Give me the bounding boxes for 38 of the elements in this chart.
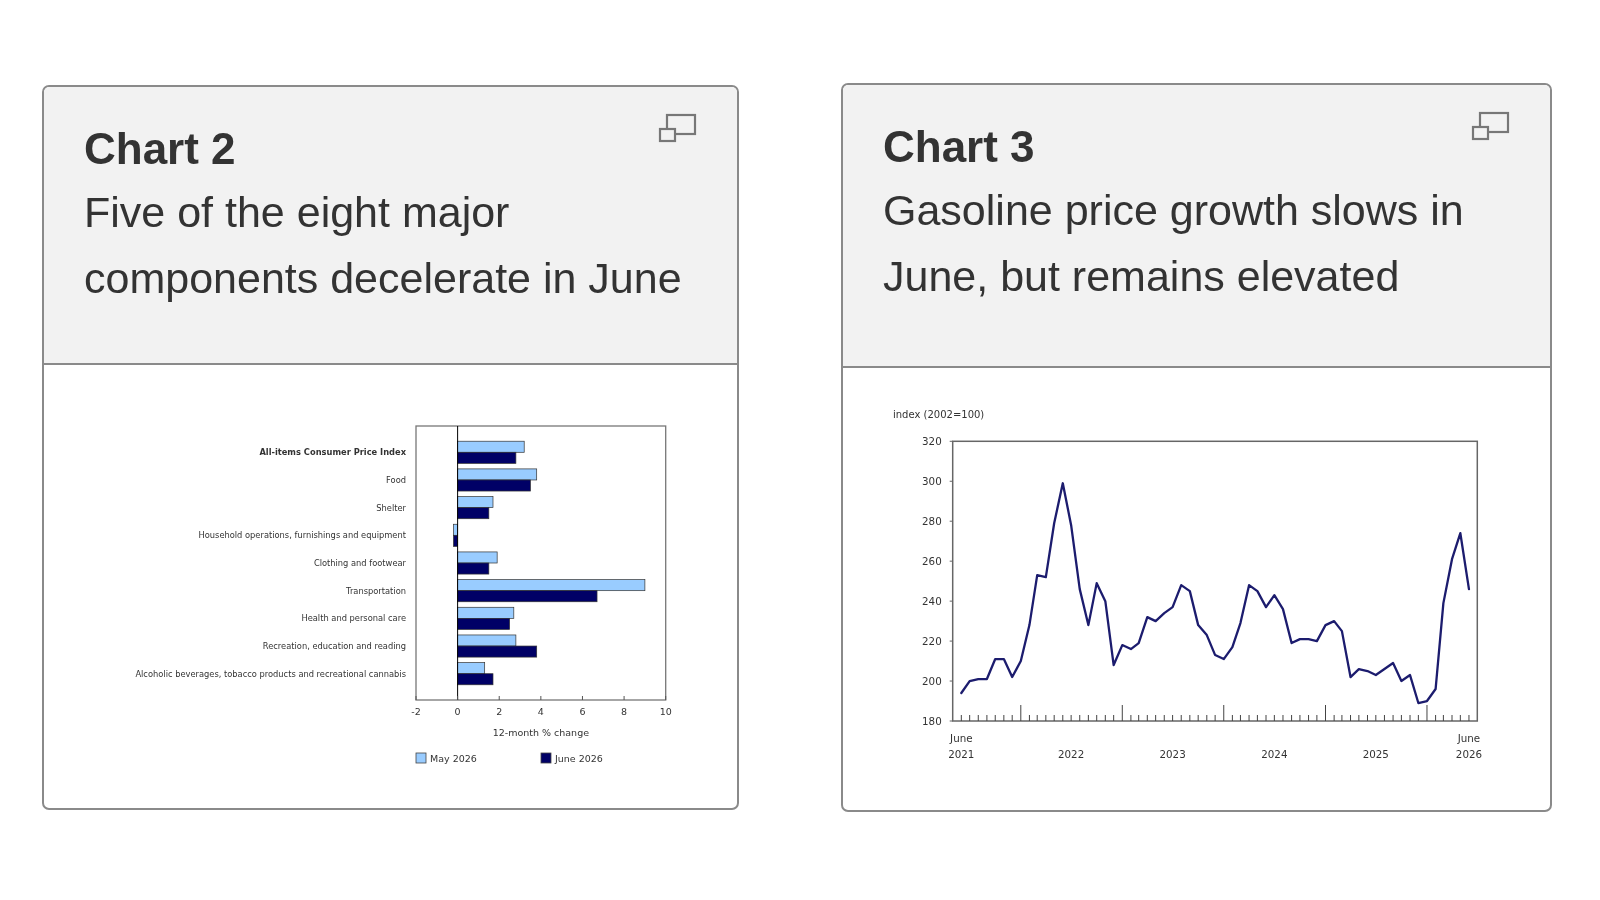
line-series — [960, 482, 1471, 705]
x-tick-label: 0 — [454, 706, 461, 717]
y-tick-label: Recreation, education and reading — [262, 641, 406, 652]
x-tick-label: 2025 — [1362, 748, 1389, 760]
chart-subtitle: Five of the eight major components decelerate in June — [84, 188, 682, 302]
x-tick-label: 8 — [621, 706, 628, 717]
x-axis-title: 12-month % change — [492, 727, 590, 738]
x-tick-label: 2024 — [1261, 748, 1288, 760]
y-tick-label: 320 — [922, 435, 942, 447]
y-tick-label: 220 — [922, 634, 942, 647]
y-tick-label: Household operations, furnishings and equipment — [198, 530, 407, 541]
x-tick-label: 10 — [659, 706, 672, 717]
x-tick-label: June 2021 — [948, 732, 975, 760]
y-tick-label: 280 — [922, 514, 942, 527]
x-tick-label: 4 — [537, 706, 544, 717]
y-tick-label: 200 — [922, 674, 942, 687]
x-tick-label: June 2026 — [1455, 732, 1483, 760]
x-tick-label: 2 — [496, 706, 503, 717]
y-tick-label: Health and personal care — [301, 613, 406, 624]
x-tick-label: 2022 — [1058, 748, 1085, 760]
x-tick-label: 2023 — [1159, 748, 1186, 760]
chart-subtitle: Gasoline price growth slows in June, but remains elevated — [883, 186, 1464, 300]
y-tick-label: 260 — [922, 554, 942, 567]
y-axis-title: index (2002=100) — [893, 409, 985, 421]
y-tick-label: Alcoholic beverages, tobacco products and recreational cannabis — [135, 668, 406, 679]
chart-title: Chart 2 — [84, 124, 236, 173]
y-tick-label: Shelter — [376, 502, 407, 513]
y-tick-label: 300 — [922, 474, 942, 487]
chart-title: Chart 3 — [883, 122, 1035, 171]
legend-label: May 2026 — [430, 753, 477, 764]
y-tick-label: All-items Consumer Price Index — [259, 447, 407, 458]
y-tick-label: Clothing and footwear — [313, 558, 407, 568]
x-tick-label: 6 — [579, 706, 586, 717]
y-tick-label: 240 — [922, 594, 942, 607]
x-tick-label: -2 — [411, 706, 421, 717]
y-tick-label: 180 — [922, 714, 942, 727]
y-tick-label: Transportation — [345, 585, 406, 596]
y-tick-label: Food — [386, 474, 406, 485]
